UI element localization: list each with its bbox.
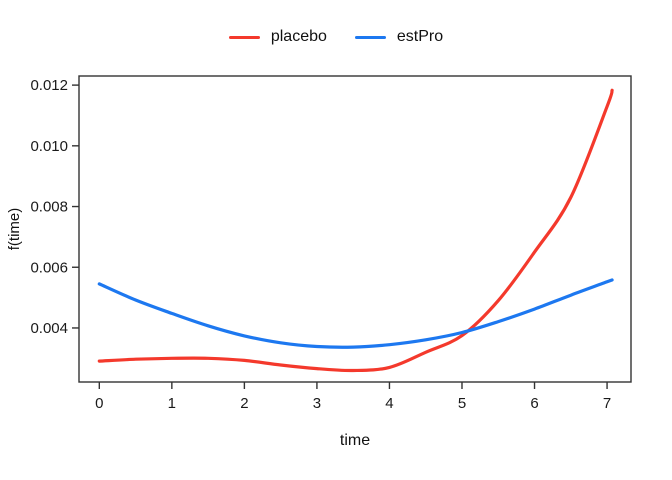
legend-line-swatch bbox=[228, 35, 260, 39]
y-tick-label: 0.006 bbox=[30, 259, 68, 276]
y-axis-label: f(time) bbox=[6, 208, 23, 251]
curve-estPro bbox=[97, 278, 614, 349]
legend-label: estPro bbox=[396, 28, 444, 45]
x-tick-label: 1 bbox=[168, 395, 176, 412]
x-tick-label: 6 bbox=[530, 395, 538, 412]
x-tick-label: 5 bbox=[458, 395, 466, 412]
axes: 0 1 2 3 4 5 6 7 0.004 0.006 0.008 0.010 0.012 bbox=[30, 75, 632, 412]
chart-legend: placebo estPro bbox=[0, 29, 672, 45]
legend-line-swatch bbox=[354, 35, 386, 39]
legend-item-placebo: placebo bbox=[228, 28, 327, 45]
y-tick-label: 0.012 bbox=[30, 77, 68, 94]
x-tick-label: 0 bbox=[95, 395, 103, 412]
plot-border bbox=[78, 75, 632, 383]
legend-item-estPro: estPro bbox=[354, 28, 444, 45]
y-tick-label: 0.004 bbox=[30, 320, 68, 337]
x-tick-label: 4 bbox=[385, 395, 393, 412]
curve-placebo bbox=[97, 88, 614, 373]
x-tick-label: 7 bbox=[603, 395, 611, 412]
x-axis-label: time bbox=[340, 432, 370, 449]
x-tick-label: 2 bbox=[240, 395, 248, 412]
curves bbox=[97, 88, 614, 373]
y-tick-label: 0.010 bbox=[30, 138, 68, 155]
y-tick-label: 0.008 bbox=[30, 199, 68, 216]
legend-label: placebo bbox=[270, 28, 327, 45]
x-tick-label: 3 bbox=[313, 395, 321, 412]
